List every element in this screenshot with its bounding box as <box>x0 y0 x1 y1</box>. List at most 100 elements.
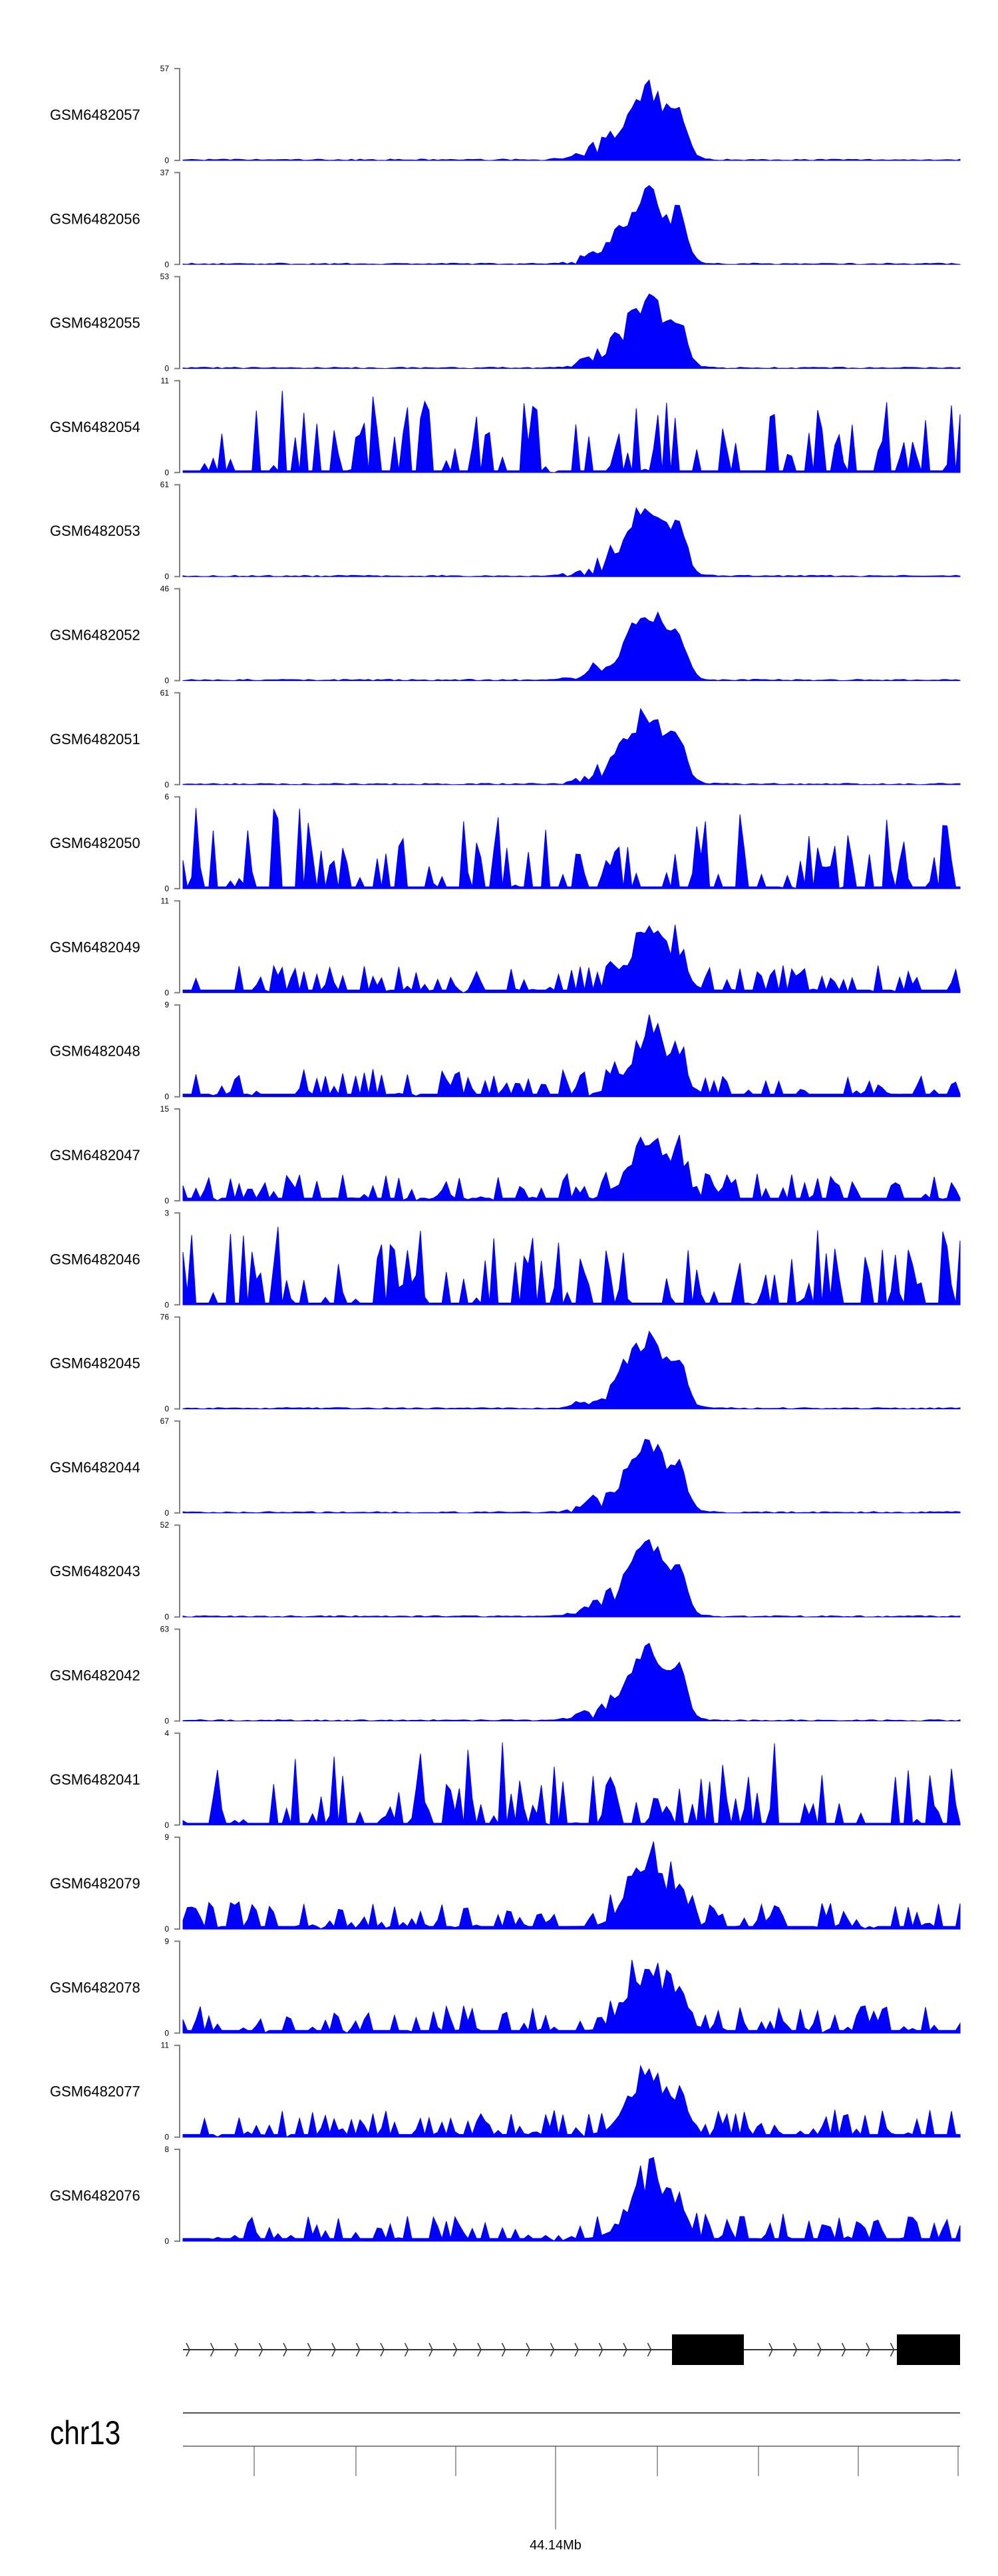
y-max-label: 46 <box>160 584 170 594</box>
y-axis <box>174 1940 180 2034</box>
strand-arrow-icon <box>501 2342 506 2357</box>
track-label: GSM6482056 <box>50 210 140 227</box>
y-min-label: 0 <box>164 1404 169 1414</box>
y-max-label: 9 <box>164 1936 169 1946</box>
signal-area <box>182 1438 961 1514</box>
signal-area <box>182 1330 961 1410</box>
y-max-label: 61 <box>160 480 170 489</box>
signal-area <box>182 807 961 889</box>
track-label: GSM6482048 <box>50 1043 140 1060</box>
strand-arrow-icon <box>866 2342 870 2357</box>
track-GSM6482055: GSM6482055 53 0 <box>50 272 961 373</box>
track-GSM6482050: GSM6482050 6 0 <box>50 792 961 893</box>
strand-arrow-icon <box>428 2342 433 2357</box>
signal-area <box>182 79 961 161</box>
strand-arrow-icon <box>210 2342 215 2357</box>
y-min-label: 0 <box>164 676 169 686</box>
strand-arrow-icon <box>307 2342 312 2357</box>
gene-track <box>183 2334 960 2365</box>
y-max-label: 63 <box>160 1625 170 1634</box>
strand-arrow-icon <box>452 2342 458 2357</box>
signal-area <box>182 507 961 577</box>
track-GSM6482077: GSM6482077 11 0 <box>50 2041 961 2142</box>
track-label: GSM6482076 <box>50 2187 140 2204</box>
y-axis <box>174 276 180 369</box>
strand-arrow-icon <box>792 2342 798 2357</box>
signal-area <box>182 1226 961 1305</box>
track-label: GSM6482046 <box>50 1251 140 1267</box>
y-axis <box>174 796 180 890</box>
y-max-label: 11 <box>161 896 170 905</box>
y-max-label: 67 <box>160 1416 170 1426</box>
track-GSM6482047: GSM6482047 15 0 <box>50 1104 961 1205</box>
y-max-label: 11 <box>161 376 170 385</box>
track-label: GSM6482043 <box>50 1563 140 1580</box>
y-max-label: 6 <box>164 792 169 801</box>
y-axis <box>174 1316 180 1410</box>
strand-arrow-icon <box>768 2342 773 2357</box>
track-label: GSM6482077 <box>50 2083 140 2100</box>
track-label: GSM6482053 <box>50 523 140 539</box>
exon <box>897 2334 960 2365</box>
y-max-label: 76 <box>160 1313 170 1322</box>
y-min-label: 0 <box>164 1717 169 1726</box>
strand-arrow-icon <box>234 2342 239 2357</box>
y-min-label: 0 <box>164 2237 169 2246</box>
y-max-label: 9 <box>164 1000 169 1010</box>
track-label: GSM6482054 <box>50 419 140 435</box>
y-min-label: 0 <box>164 572 169 581</box>
y-axis <box>174 2044 180 2138</box>
track-label: GSM6482051 <box>50 731 140 748</box>
track-GSM6482057: GSM6482057 57 0 <box>50 64 961 165</box>
track-label: GSM6482045 <box>50 1355 140 1372</box>
track-GSM6482046: GSM6482046 3 0 <box>50 1208 961 1309</box>
strand-arrow-icon <box>477 2342 482 2357</box>
strand-arrow-icon <box>404 2342 409 2357</box>
exon <box>672 2334 744 2365</box>
y-max-label: 52 <box>160 1520 170 1530</box>
y-axis <box>174 1524 180 1618</box>
y-axis <box>174 2149 180 2242</box>
strand-arrow-icon <box>647 2342 652 2357</box>
strand-arrow-icon <box>258 2342 263 2357</box>
track-GSM6482049: GSM6482049 11 0 <box>50 896 961 997</box>
y-axis <box>174 1628 180 1722</box>
y-axis <box>174 900 180 994</box>
y-max-label: 37 <box>160 168 170 177</box>
strand-arrow-icon <box>817 2342 822 2357</box>
strand-arrow-icon <box>598 2342 603 2357</box>
track-GSM6482052: GSM6482052 46 0 <box>50 584 961 686</box>
signal-tracks: GSM6482057570GSM6482056370GSM6482055530G… <box>50 64 961 2246</box>
track-GSM6482076: GSM6482076 8 0 <box>50 2145 961 2246</box>
strand-arrow-icon <box>186 2342 190 2357</box>
track-GSM6482043: GSM6482043 52 0 <box>50 1520 961 1621</box>
y-max-label: 61 <box>160 688 170 698</box>
strand-arrow-icon <box>355 2342 361 2357</box>
y-axis <box>174 484 180 578</box>
signal-area <box>182 611 961 682</box>
strand-arrow-icon <box>623 2342 627 2357</box>
track-label: GSM6482078 <box>50 1979 140 1996</box>
y-min-label: 0 <box>164 1612 169 1621</box>
strand-arrow-icon <box>283 2342 287 2357</box>
track-GSM6482051: GSM6482051 61 0 <box>50 688 961 789</box>
signal-area <box>182 1841 961 1930</box>
y-max-label: 9 <box>164 1832 169 1842</box>
y-max-label: 4 <box>164 1729 169 1738</box>
y-max-label: 3 <box>164 1208 169 1217</box>
y-axis <box>174 588 180 682</box>
track-label: GSM6482049 <box>50 939 140 955</box>
strand-arrow-icon <box>550 2342 555 2357</box>
y-axis <box>174 379 180 473</box>
y-min-label: 0 <box>164 468 169 477</box>
track-label: GSM6482055 <box>50 315 140 331</box>
y-min-label: 0 <box>164 1508 169 1518</box>
signal-area <box>182 2157 961 2242</box>
genome-axis: chr13 44.14Mb <box>50 2412 960 2553</box>
track-label: GSM6482041 <box>50 1771 140 1788</box>
y-max-label: 15 <box>160 1104 170 1114</box>
y-min-label: 0 <box>164 156 169 165</box>
track-GSM6482079: GSM6482079 9 0 <box>50 1832 961 1934</box>
track-GSM6482044: GSM6482044 67 0 <box>50 1416 961 1518</box>
